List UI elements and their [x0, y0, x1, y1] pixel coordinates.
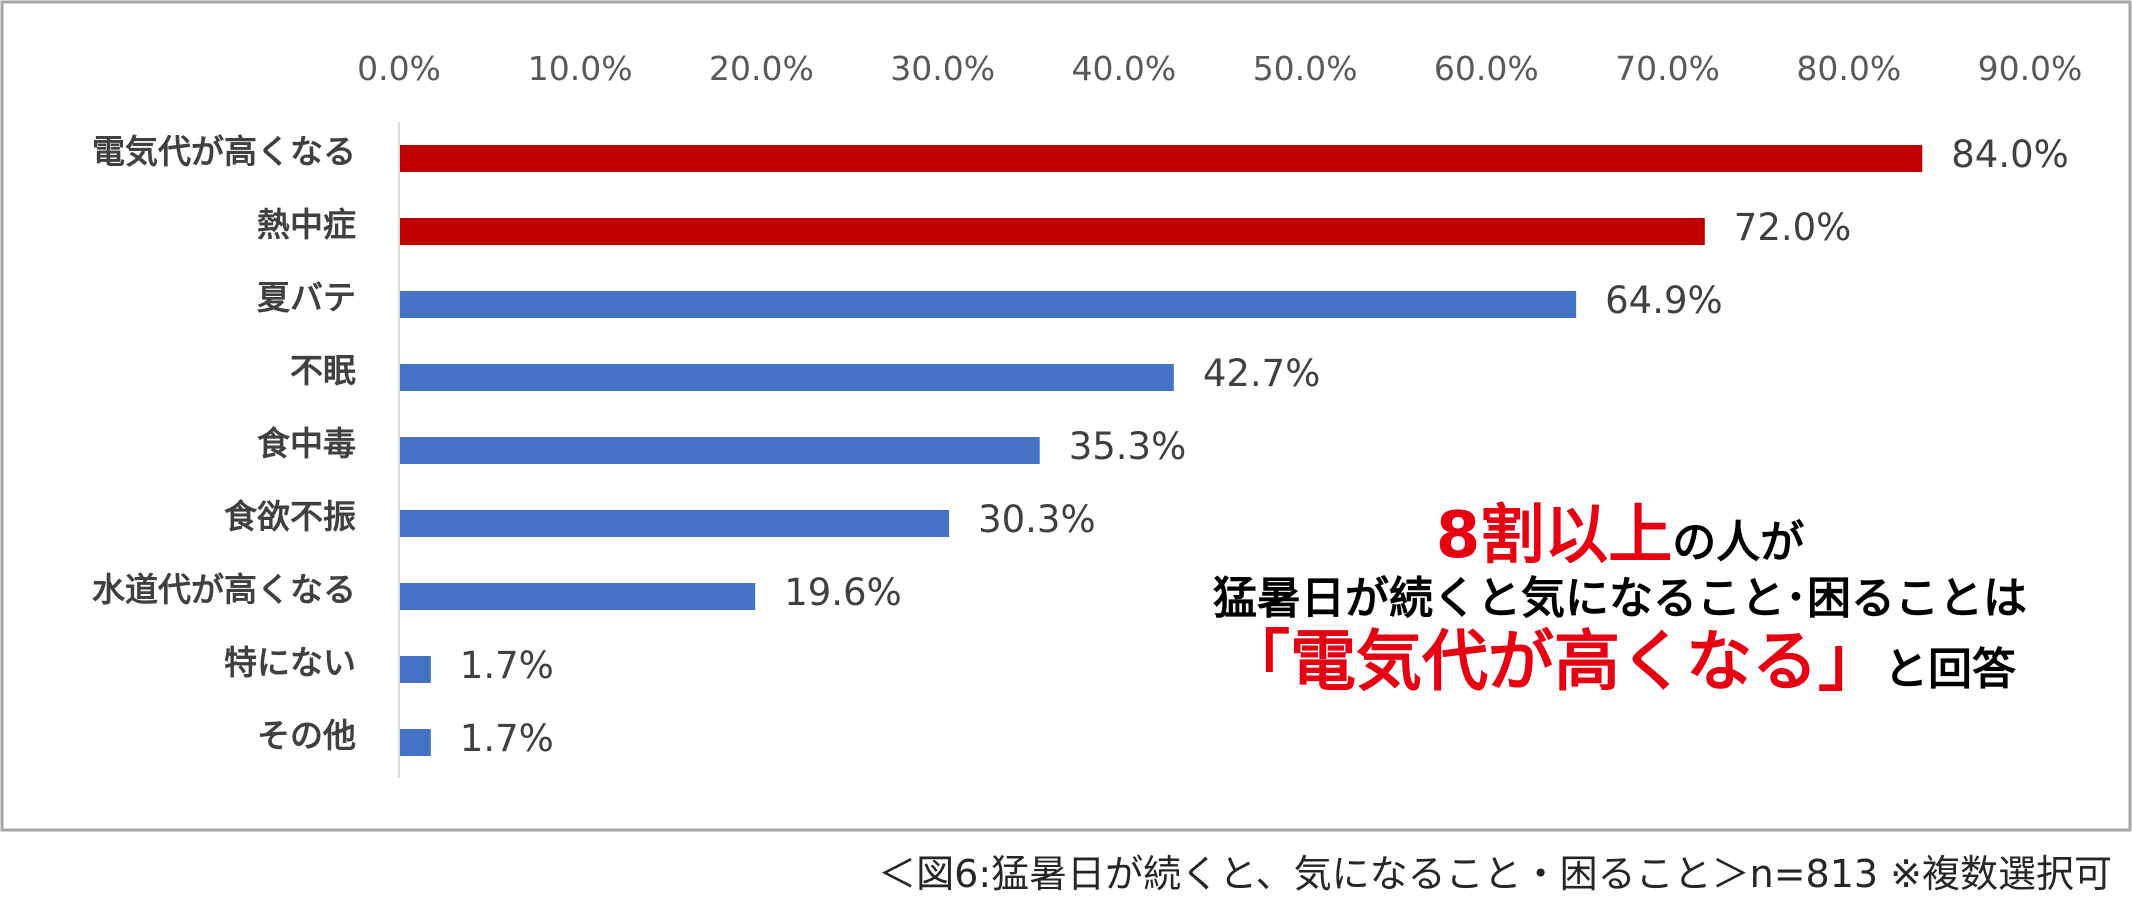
category-label: 特にない: [224, 643, 356, 682]
data-label: 1.7%: [460, 717, 554, 760]
data-label: 64.9%: [1605, 279, 1723, 322]
category-label: 水道代が高くなる: [92, 570, 356, 609]
x-axis-ticks: 0.0% 10.0% 20.0% 30.0% 40.0% 50.0% 60.0% 70.0% 8…: [357, 49, 2082, 88]
chart-border: [0, 0, 2132, 832]
x-tick-label: 30.0%: [890, 49, 995, 88]
bar: [400, 583, 756, 610]
x-tick-label: 50.0%: [1253, 49, 1358, 88]
callout-message: 8割以上の人が 猛暑日が続くと気になること･困ることは 「電気代が高くなる」と回…: [1090, 499, 2132, 700]
figure-caption: ＜図6:猛暑日が続くと、気になること・困ること＞n=813 ※複数選択可: [878, 852, 2112, 896]
category-label: 電気代が高くなる: [92, 132, 356, 171]
data-label: 30.3%: [978, 498, 1096, 541]
category-label: 食中毒: [257, 424, 356, 463]
x-tick-label: 70.0%: [1615, 49, 1720, 88]
data-label: 19.6%: [784, 571, 902, 614]
callout-line-1: 8割以上の人が: [1090, 499, 2132, 574]
bar: [400, 218, 1705, 245]
callout-line-2: 猛暑日が続くと気になること･困ることは: [1213, 572, 2027, 624]
data-label: 72.0%: [1734, 206, 1852, 249]
callout-highlight-answer: 「電気代が高くなる」: [1224, 623, 1884, 701]
callout-highlight-percent: 8割以上: [1435, 499, 1673, 573]
category-label: 食欲不振: [224, 497, 356, 536]
data-label: 35.3%: [1069, 425, 1187, 468]
bar: [400, 729, 431, 756]
x-tick-label: 60.0%: [1434, 49, 1539, 88]
data-label: 84.0%: [1951, 133, 2069, 176]
category-label: 不眠: [290, 351, 356, 390]
data-labels: 84.0% 72.0% 64.9% 42.7% 35.3% 30.3% 19.6% 1.7% 1…: [460, 133, 2069, 760]
bars-group: [400, 145, 1923, 756]
callout-line-3: 「電気代が高くなる」と回答: [1090, 624, 2132, 700]
x-tick-label: 40.0%: [1071, 49, 1176, 88]
x-tick-label: 80.0%: [1796, 49, 1901, 88]
bar: [400, 510, 950, 537]
x-tick-label: 90.0%: [1978, 49, 2083, 88]
x-tick-label: 10.0%: [528, 49, 633, 88]
bar: [400, 291, 1577, 318]
x-tick-label: 0.0%: [357, 49, 441, 88]
callout-line-3-text: と回答: [1884, 644, 2016, 696]
category-label: その他: [257, 716, 356, 755]
callout-line-1-text: の人が: [1672, 517, 1805, 568]
x-tick-label: 20.0%: [709, 49, 814, 88]
data-label: 1.7%: [460, 644, 554, 687]
bar: [400, 364, 1174, 391]
category-label: 熱中症: [257, 205, 356, 244]
bar: [400, 656, 431, 683]
bar: [400, 145, 1923, 172]
data-label: 42.7%: [1203, 352, 1321, 395]
category-label: 夏バテ: [257, 278, 356, 317]
bar: [400, 437, 1040, 464]
